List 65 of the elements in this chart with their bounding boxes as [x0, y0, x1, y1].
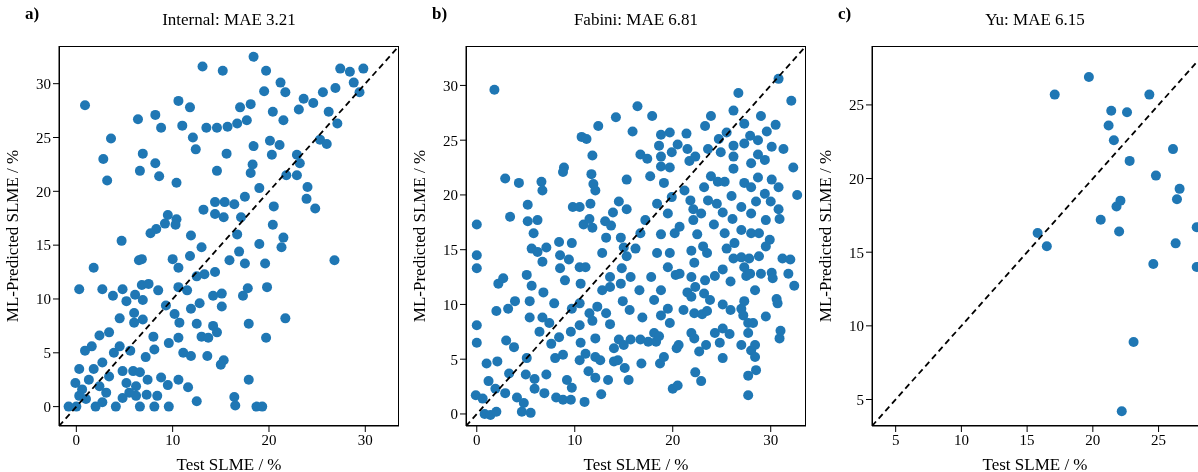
point: [1168, 144, 1179, 155]
y-tick-label: 25: [849, 97, 864, 114]
x-axis-title: Test SLME / %: [982, 455, 1088, 472]
x-tick-label: 0: [72, 431, 81, 448]
point: [1108, 135, 1119, 146]
point: [1122, 107, 1133, 118]
y-tick-label: 20: [36, 183, 51, 200]
point: [1170, 238, 1181, 249]
point: [1174, 183, 1185, 194]
y-tick-label: 5: [450, 351, 458, 368]
y-tick-label: 10: [36, 291, 51, 308]
x-tick-label: 10: [567, 431, 583, 448]
y-tick-label: 30: [443, 77, 458, 94]
x-axis-title: Test SLME / %: [583, 455, 689, 472]
y-tick-label: 30: [36, 76, 51, 92]
point: [1144, 89, 1155, 100]
x-tick-label: 10: [953, 431, 969, 448]
y-axis-title: ML-Predicted SLME / %: [3, 149, 23, 323]
y-tick-label: 25: [36, 129, 51, 146]
x-tick-label: 30: [357, 431, 373, 448]
point: [1171, 194, 1182, 205]
y-tick-label: 15: [849, 244, 864, 261]
x-tick-label: 25: [1151, 431, 1167, 448]
point: [1148, 258, 1159, 269]
point: [1128, 337, 1139, 348]
y-tick-label: 20: [443, 187, 458, 204]
point: [1041, 241, 1052, 252]
y-axis-title: ML-Predicted SLME / %: [410, 149, 430, 323]
point: [1150, 170, 1161, 181]
point: [1124, 155, 1135, 166]
chart-title: Yu: MAE 6.15: [984, 10, 1086, 30]
y-tick-label: 5: [43, 345, 51, 362]
text: a): [25, 4, 40, 24]
x-axis-title: Test SLME / %: [176, 455, 282, 472]
x-tick-label: 0: [473, 431, 481, 448]
chart-title: Internal: MAE 3.21: [161, 10, 297, 30]
x-tick-label: 20: [1085, 431, 1101, 448]
text: c): [838, 4, 852, 24]
y-tick-label: 10: [849, 318, 864, 335]
x-tick-label: 5: [891, 431, 900, 448]
y-tick-label: 25: [443, 132, 458, 149]
y-tick-label: 10: [443, 296, 458, 313]
point: [1095, 214, 1106, 225]
chart-title: Fabini: MAE 6.81: [572, 10, 700, 30]
point: [1115, 195, 1126, 206]
text: b): [432, 4, 448, 24]
point: [1116, 406, 1127, 417]
point: [1083, 71, 1094, 82]
x-tick-label: 30: [763, 431, 779, 448]
x-tick-label: 15: [1019, 431, 1035, 448]
y-tick-label: 0: [43, 398, 51, 415]
x-tick-label: 20: [665, 431, 681, 448]
x-tick-label: 20: [261, 431, 277, 448]
y-tick-label: 0: [450, 406, 458, 423]
point: [1103, 120, 1114, 131]
y-tick-label: 15: [36, 237, 51, 254]
x-tick-label: 10: [165, 431, 181, 448]
y-tick-label: 5: [856, 391, 864, 408]
point: [1106, 105, 1117, 116]
point: [1114, 226, 1125, 237]
y-axis-title: ML-Predicted SLME / %: [816, 149, 836, 323]
point: [1032, 228, 1043, 239]
y-tick-label: 15: [443, 242, 458, 259]
y-tick-label: 20: [849, 170, 864, 187]
point: [1049, 89, 1060, 100]
